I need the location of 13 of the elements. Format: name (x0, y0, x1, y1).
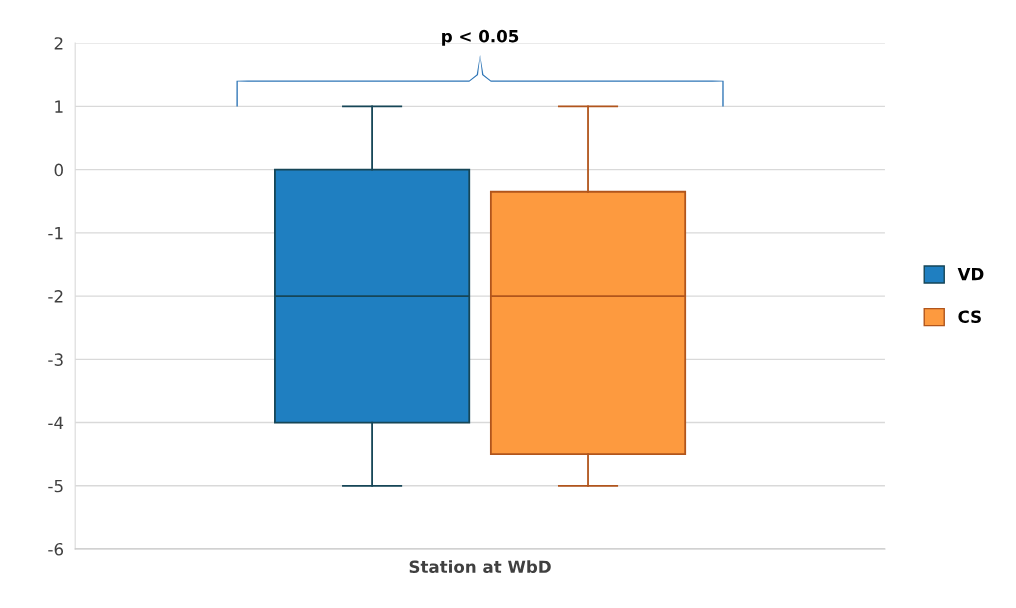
y-tick-label: 0 (54, 163, 63, 177)
y-tick-label: -5 (48, 479, 63, 493)
y-tick-label: -2 (48, 290, 63, 303)
y-tick-label: -3 (48, 353, 63, 366)
legend-label: VD (957, 267, 984, 281)
y-tick-label: -1 (48, 227, 63, 240)
y-tick-label: 2 (54, 37, 63, 50)
y-tick-label: 1 (55, 100, 63, 113)
legend-label: CS (958, 310, 981, 323)
y-tick-label: -6 (48, 542, 64, 556)
x-tick-label: Station at WbD (409, 560, 551, 574)
y-tick-label: -4 (48, 416, 64, 429)
annotation: p < 0.05 (442, 29, 519, 46)
